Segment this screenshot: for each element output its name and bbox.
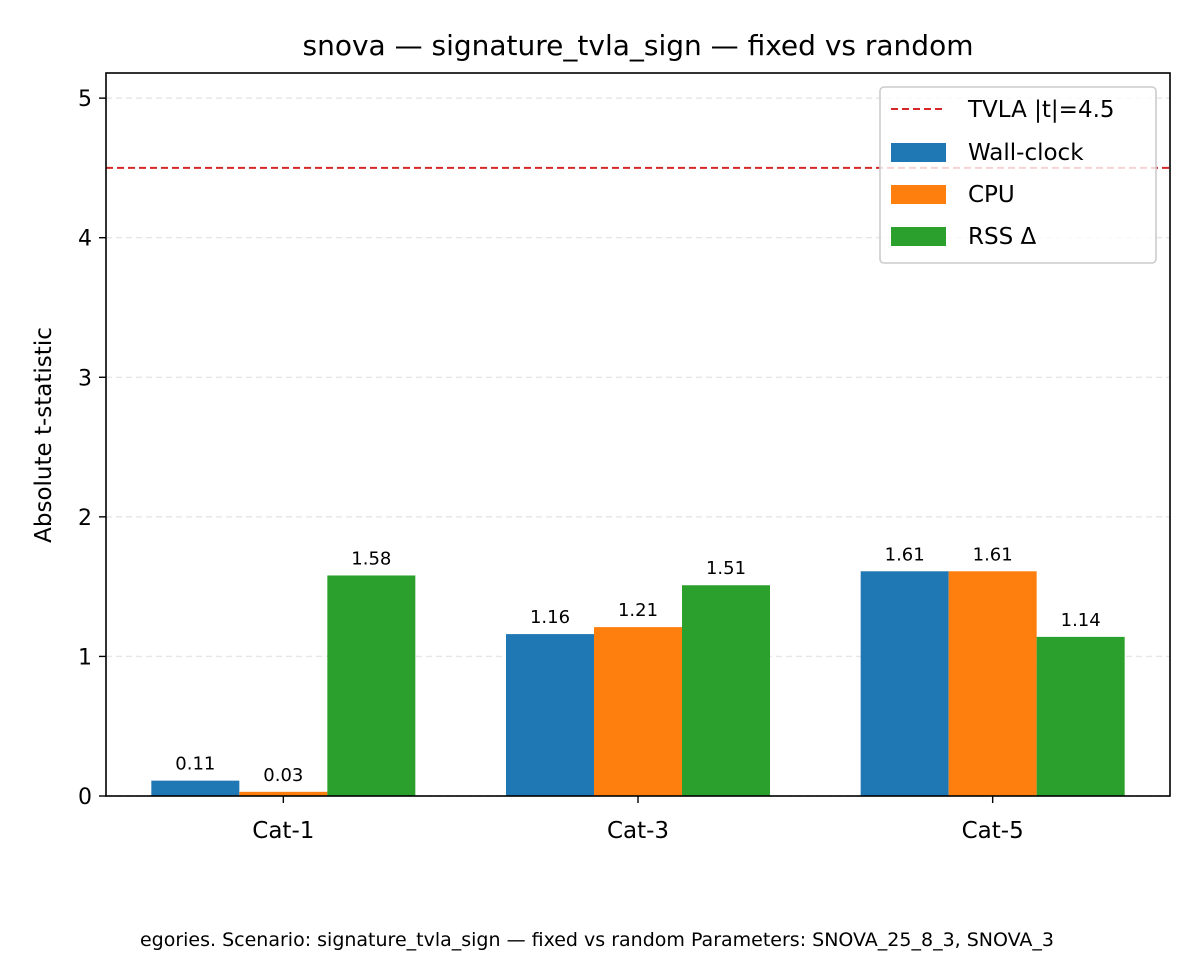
legend-swatch — [891, 185, 946, 204]
y-tick-label: 1 — [78, 645, 92, 670]
x-axis: Cat-1 Cat-3 Cat-5 — [252, 796, 1024, 844]
legend-swatch — [891, 227, 946, 246]
chart-title: snova — signature_tvla_sign — fixed vs r… — [303, 29, 974, 62]
bar-value-label: 1.51 — [706, 558, 746, 579]
y-tick-label: 4 — [78, 227, 92, 252]
bar-value-label: 1.61 — [973, 544, 1013, 565]
bar-cpu-cat-5 — [948, 571, 1037, 796]
bar-wall-clock-cat-3 — [506, 634, 594, 796]
caption: egories. Scenario: signature_tvla_sign —… — [140, 929, 1054, 951]
legend-label: RSS Δ — [968, 224, 1036, 250]
x-tick-label: Cat-1 — [252, 818, 314, 844]
bar-cpu-cat-3 — [594, 627, 682, 796]
legend-threshold-label: TVLA |t|=4.5 — [967, 97, 1115, 123]
bar-rss-cat-1 — [327, 575, 416, 796]
y-tick-label: 2 — [78, 506, 92, 531]
bars-group — [151, 571, 1125, 796]
legend-label: CPU — [968, 182, 1015, 208]
y-tick-label: 0 — [78, 785, 92, 810]
bar-value-label: 1.61 — [885, 544, 925, 565]
bar-value-label: 0.03 — [263, 765, 303, 786]
y-axis: 0 1 2 3 4 5 — [78, 87, 106, 810]
legend-label: Wall-clock — [968, 140, 1084, 166]
bar-wall-clock-cat-1 — [151, 780, 240, 796]
bar-value-label: 1.16 — [530, 607, 570, 628]
bar-wall-clock-cat-5 — [860, 571, 949, 796]
y-tick-label: 5 — [78, 87, 92, 112]
bar-rss-cat-3 — [682, 585, 770, 796]
bar-value-label: 1.58 — [351, 548, 391, 569]
x-tick-label: Cat-5 — [962, 818, 1024, 844]
bar-cpu-cat-1 — [239, 791, 328, 796]
bar-labels-group: 0.11 0.03 1.58 1.16 1.21 1.51 1.61 1.61 1.14 — [175, 544, 1100, 786]
legend: TVLA |t|=4.5 Wall-clock CPU RSS Δ — [879, 86, 1157, 264]
y-tick-label: 3 — [78, 366, 92, 391]
bar-value-label: 0.11 — [175, 754, 215, 775]
bar-rss-cat-5 — [1036, 636, 1125, 796]
legend-box — [879, 86, 1157, 264]
legend-swatch — [891, 143, 946, 162]
bar-value-label: 1.21 — [618, 600, 658, 621]
bar-value-label: 1.14 — [1061, 610, 1101, 631]
x-tick-label: Cat-3 — [607, 818, 669, 844]
y-axis-label: Absolute t-statistic — [31, 327, 57, 543]
